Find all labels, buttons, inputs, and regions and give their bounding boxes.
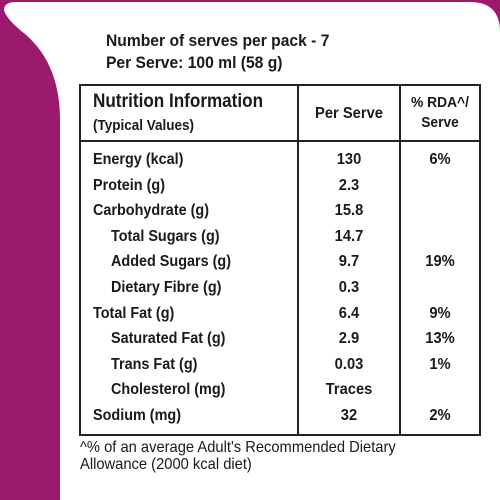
nutrient-label: Saturated Fat (g)	[111, 330, 226, 348]
serves-per-pack: Number of serves per pack - 7	[106, 31, 330, 50]
rda-value: 2%	[429, 407, 451, 424]
rda-value: 13%	[425, 330, 455, 348]
nutrient-label: Cholesterol (mg)	[111, 381, 226, 399]
nutrient-label: Added Sugars (g)	[111, 253, 232, 271]
table-row: Total Sugars (g) 14.7	[81, 225, 479, 250]
table-row: Trans Fat (g) 0.03 1%	[81, 353, 479, 378]
table-row: Carbohydrate (g) 15.8	[81, 199, 479, 224]
table-row: Added Sugars (g) 9.7 19%	[81, 250, 479, 275]
nutrient-label: Total Fat (g)	[93, 304, 175, 322]
per-serve-value: Traces	[325, 381, 373, 399]
per-serve-value: 130	[336, 151, 362, 168]
table-row: Energy (kcal) 130 6%	[81, 148, 479, 173]
per-serve-value: 2.9	[338, 330, 360, 348]
per-serve-value: 0.03	[334, 355, 364, 373]
footnote-line1: ^% of an average Adult's Recommended Die…	[80, 439, 396, 456]
table-row: Total Fat (g) 6.4 9%	[81, 302, 479, 327]
per-serve-size: Per Serve: 100 ml (58 g)	[106, 53, 283, 72]
per-serve-value: 9.7	[338, 253, 360, 271]
per-serve-value: 0.3	[338, 279, 360, 296]
table-row: Saturated Fat (g) 2.9 13%	[81, 327, 479, 352]
table-row: Protein (g) 2.3	[81, 174, 479, 199]
rda-value: 19%	[425, 253, 455, 271]
nutrient-label: Carbohydrate (g)	[93, 202, 210, 220]
column-divider-1	[297, 86, 299, 434]
nutrient-label: Trans Fat (g)	[111, 355, 198, 373]
serving-info: Number of serves per pack - 7 Per Serve:…	[106, 30, 476, 74]
column-header-rda-line2: Serve	[421, 114, 459, 131]
nutrition-table: Nutrition Information (Typical Values) P…	[79, 84, 481, 436]
nutrient-label: Total Sugars (g)	[111, 227, 220, 245]
header-divider	[81, 140, 479, 142]
table-title: Nutrition Information	[93, 91, 264, 112]
table-row: Dietary Fibre (g) 0.3	[81, 276, 479, 301]
rda-value: 1%	[429, 355, 451, 373]
nutrient-label: Protein (g)	[93, 176, 165, 194]
table-subtitle: (Typical Values)	[93, 117, 195, 134]
rda-value: 9%	[429, 304, 451, 322]
column-header-per-serve: Per Serve	[315, 105, 383, 122]
column-divider-2	[399, 86, 401, 434]
column-header-rda-line1: % RDA^/	[411, 94, 469, 111]
footnote-line2: Allowance (2000 kcal diet)	[80, 456, 252, 473]
nutrient-label: Dietary Fibre (g)	[111, 279, 222, 296]
per-serve-value: 32	[340, 407, 358, 424]
table-row: Cholesterol (mg) Traces	[81, 378, 479, 403]
per-serve-value: 6.4	[338, 304, 360, 322]
table-row: Sodium (mg) 32 2%	[81, 404, 479, 429]
per-serve-value: 2.3	[338, 176, 360, 194]
rda-footnote: ^% of an average Adult's Recommended Die…	[80, 439, 500, 473]
nutrient-label: Energy (kcal)	[93, 151, 184, 168]
per-serve-value: 14.7	[334, 227, 364, 245]
rda-value: 6%	[429, 151, 451, 168]
nutrient-label: Sodium (mg)	[93, 407, 181, 424]
white-label-area	[4, 2, 500, 500]
per-serve-value: 15.8	[334, 202, 364, 220]
